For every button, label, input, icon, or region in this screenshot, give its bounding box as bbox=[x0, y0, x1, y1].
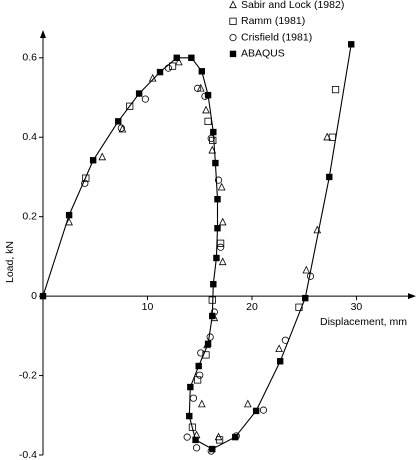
legend-label: Sabir and Lock (1982) bbox=[241, 0, 344, 11]
point bbox=[206, 333, 214, 341]
point bbox=[202, 351, 210, 359]
y-tick-label: 0 bbox=[31, 290, 37, 302]
point bbox=[212, 159, 219, 167]
legend-label: Crisfield (1981) bbox=[241, 31, 312, 43]
point bbox=[189, 394, 198, 402]
legend-label: Ramm (1981) bbox=[241, 15, 305, 27]
point bbox=[118, 124, 127, 133]
point bbox=[192, 436, 199, 444]
y-tick-label: 0.4 bbox=[22, 131, 37, 143]
point bbox=[214, 196, 221, 203]
point bbox=[215, 436, 224, 444]
point bbox=[194, 376, 202, 384]
point bbox=[208, 145, 217, 154]
point bbox=[156, 68, 164, 76]
point bbox=[192, 444, 201, 452]
point bbox=[204, 340, 212, 347]
point bbox=[202, 105, 210, 114]
point bbox=[197, 349, 205, 357]
point bbox=[196, 83, 205, 92]
point bbox=[328, 133, 337, 141]
point bbox=[195, 362, 202, 370]
point bbox=[217, 239, 225, 247]
point bbox=[210, 281, 217, 288]
point bbox=[164, 64, 172, 72]
point bbox=[188, 54, 195, 62]
point bbox=[174, 57, 183, 66]
point bbox=[141, 95, 149, 103]
point bbox=[209, 136, 217, 145]
point bbox=[204, 91, 212, 99]
point bbox=[187, 383, 194, 391]
point bbox=[204, 117, 212, 125]
point bbox=[259, 406, 268, 414]
point bbox=[331, 85, 340, 94]
point bbox=[117, 124, 125, 132]
x-tick-label: 10 bbox=[142, 301, 154, 313]
point bbox=[295, 303, 303, 311]
point bbox=[276, 358, 284, 365]
point bbox=[65, 217, 73, 226]
point bbox=[214, 176, 223, 184]
legend-marker bbox=[229, 0, 237, 9]
point bbox=[89, 157, 97, 164]
point bbox=[197, 399, 206, 408]
y-tick-label: 0.2 bbox=[22, 210, 37, 222]
point bbox=[209, 312, 216, 320]
point bbox=[302, 294, 309, 302]
point bbox=[168, 62, 177, 70]
legend-label: ABAQUS bbox=[241, 48, 285, 60]
legend-marker bbox=[229, 33, 237, 42]
point bbox=[214, 225, 221, 232]
point bbox=[217, 243, 225, 251]
point bbox=[209, 445, 216, 453]
point bbox=[188, 423, 197, 431]
point bbox=[243, 399, 252, 408]
legend-marker bbox=[229, 17, 237, 25]
point bbox=[306, 272, 315, 280]
point bbox=[252, 407, 260, 415]
point bbox=[81, 179, 89, 187]
point bbox=[98, 152, 107, 161]
point bbox=[183, 433, 191, 441]
y-axis-label: Load, kN bbox=[4, 241, 16, 283]
point bbox=[213, 254, 220, 262]
point bbox=[323, 132, 332, 141]
y-tick-label: -0.2 bbox=[19, 369, 37, 381]
y-tick-label: -0.4 bbox=[19, 449, 37, 460]
point bbox=[326, 173, 333, 181]
point bbox=[194, 84, 202, 92]
y-tick-label: 0.6 bbox=[22, 52, 37, 64]
point bbox=[135, 90, 143, 97]
point bbox=[313, 225, 322, 234]
point bbox=[218, 257, 227, 266]
point bbox=[232, 433, 239, 441]
y-axis-arrow bbox=[40, 30, 46, 38]
x-tick-label: 20 bbox=[246, 301, 258, 313]
point bbox=[275, 344, 283, 353]
point bbox=[218, 217, 227, 226]
point bbox=[217, 182, 226, 191]
point bbox=[82, 174, 90, 182]
point bbox=[348, 41, 355, 48]
x-axis-label: Displacement, mm bbox=[320, 316, 407, 328]
point bbox=[65, 211, 73, 219]
point bbox=[148, 73, 157, 82]
point bbox=[115, 118, 122, 125]
point bbox=[186, 412, 193, 420]
point bbox=[126, 102, 134, 110]
legend-marker bbox=[229, 50, 237, 58]
x-axis-arrow bbox=[408, 293, 416, 300]
point bbox=[173, 54, 180, 62]
point bbox=[208, 296, 216, 304]
point bbox=[196, 371, 204, 379]
series-line bbox=[42, 44, 352, 450]
point bbox=[281, 336, 289, 344]
point bbox=[198, 68, 206, 75]
point bbox=[39, 292, 47, 300]
x-tick-label: 30 bbox=[351, 301, 363, 313]
point bbox=[210, 128, 217, 136]
point bbox=[302, 265, 311, 274]
